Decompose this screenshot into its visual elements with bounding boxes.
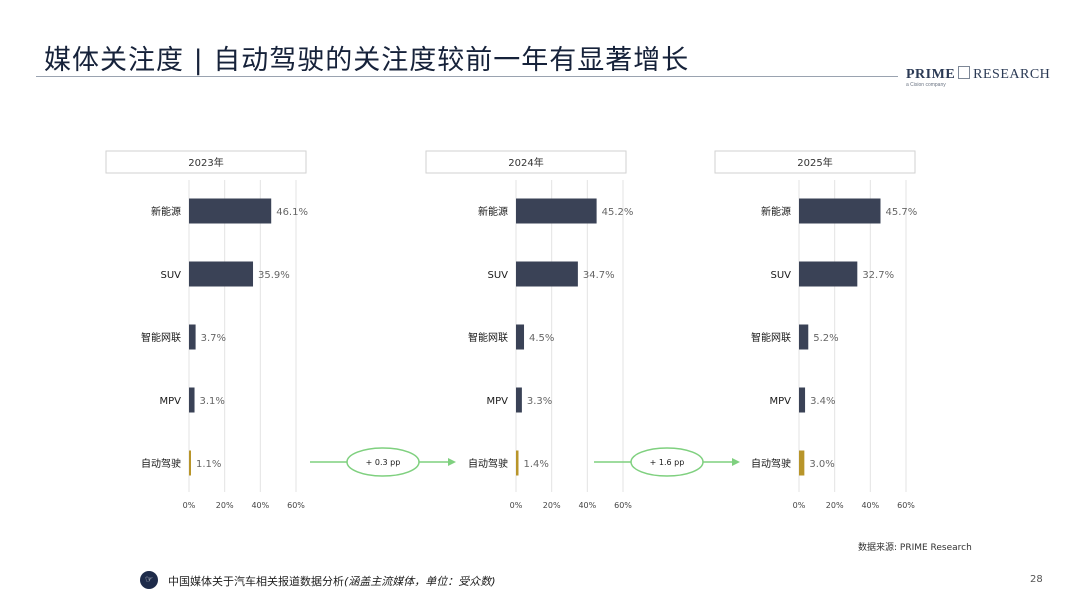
report-icon: ☞ <box>140 571 158 589</box>
logo-main: PRIME <box>906 67 956 82</box>
bar <box>516 450 519 476</box>
chart-header-box <box>105 150 307 174</box>
change-label: + 0.3 pp <box>366 458 401 467</box>
page-title: 媒体关注度 | 自动驾驶的关注度较前一年有显著增长 <box>44 45 690 76</box>
x-tick-label: 60% <box>897 501 915 510</box>
x-tick-label: 0% <box>793 501 806 510</box>
x-tick-label: 40% <box>861 501 879 510</box>
chart-header-box <box>425 150 627 174</box>
bar <box>189 324 196 350</box>
data-label: 3.7% <box>201 333 226 344</box>
x-tick-label: 0% <box>510 501 523 510</box>
chart-title: 2023年 <box>188 156 223 169</box>
x-tick-label: 60% <box>614 501 632 510</box>
bar <box>189 450 191 476</box>
logo-tagline: a Cision company <box>906 82 946 88</box>
category-label: 新能源 <box>761 205 791 218</box>
bar <box>189 198 272 224</box>
data-label: 35.9% <box>258 270 290 281</box>
data-label: 34.7% <box>583 270 615 281</box>
x-tick-label: 20% <box>216 501 234 510</box>
x-tick-label: 40% <box>578 501 596 510</box>
arrow-head-icon <box>732 458 740 466</box>
data-label: 46.1% <box>276 207 308 218</box>
chart-title: 2024年 <box>508 156 543 169</box>
change-badge <box>630 447 704 477</box>
data-label: 1.1% <box>196 459 221 470</box>
prime-research-logo: PRIME RESEARCH a Cision company <box>906 66 1050 88</box>
category-label: MPV <box>487 396 509 407</box>
x-tick-label: 60% <box>287 501 305 510</box>
bar <box>799 387 806 413</box>
bar <box>516 324 525 350</box>
data-label: 3.0% <box>809 459 834 470</box>
data-label: 3.4% <box>810 396 835 407</box>
data-label: 5.2% <box>813 333 838 344</box>
category-label: SUV <box>487 270 508 281</box>
data-label: 4.5% <box>529 333 554 344</box>
bar <box>189 261 254 287</box>
x-tick-label: 20% <box>543 501 561 510</box>
bar <box>799 324 809 350</box>
category-label: SUV <box>770 270 791 281</box>
x-tick-label: 20% <box>826 501 844 510</box>
footer-text: 中国媒体关于汽车相关报道数据分析 <box>168 575 344 588</box>
category-label: MPV <box>770 396 792 407</box>
category-label: SUV <box>160 270 181 281</box>
title-divider <box>36 76 898 77</box>
category-label: 新能源 <box>478 205 508 218</box>
data-label: 45.7% <box>885 207 917 218</box>
data-source: 数据来源: PRIME Research <box>858 543 972 553</box>
page-number: 28 <box>1030 574 1043 585</box>
bar <box>516 261 578 287</box>
bar <box>516 198 597 224</box>
change-badge <box>346 447 420 477</box>
data-label: 32.7% <box>862 270 894 281</box>
bar <box>799 198 881 224</box>
footer-caption: 中国媒体关于汽车相关报道数据分析(涵盖主流媒体，单位：受众数) <box>168 573 496 589</box>
logo-mark-icon <box>958 66 971 79</box>
category-label: MPV <box>160 396 182 407</box>
change-label: + 1.6 pp <box>650 458 685 467</box>
footer-note: (涵盖主流媒体，单位：受众数) <box>344 575 496 588</box>
category-label: 自动驾驶 <box>141 457 181 470</box>
x-tick-label: 0% <box>183 501 196 510</box>
chart-header-box <box>714 150 916 174</box>
arrow-head-icon <box>448 458 456 466</box>
x-tick-label: 40% <box>251 501 269 510</box>
category-label: 自动驾驶 <box>468 457 508 470</box>
data-label: 1.4% <box>523 459 548 470</box>
chart-title: 2025年 <box>797 156 832 169</box>
category-label: 新能源 <box>151 205 181 218</box>
bar <box>799 450 805 476</box>
bar <box>189 387 195 413</box>
data-label: 45.2% <box>602 207 634 218</box>
data-label: 3.1% <box>200 396 225 407</box>
logo-sub: RESEARCH <box>973 67 1051 82</box>
category-label: 智能网联 <box>751 331 791 344</box>
bar <box>799 261 858 287</box>
category-label: 智能网联 <box>141 331 181 344</box>
data-label: 3.3% <box>527 396 552 407</box>
category-label: 自动驾驶 <box>751 457 791 470</box>
bar <box>516 387 522 413</box>
category-label: 智能网联 <box>468 331 508 344</box>
